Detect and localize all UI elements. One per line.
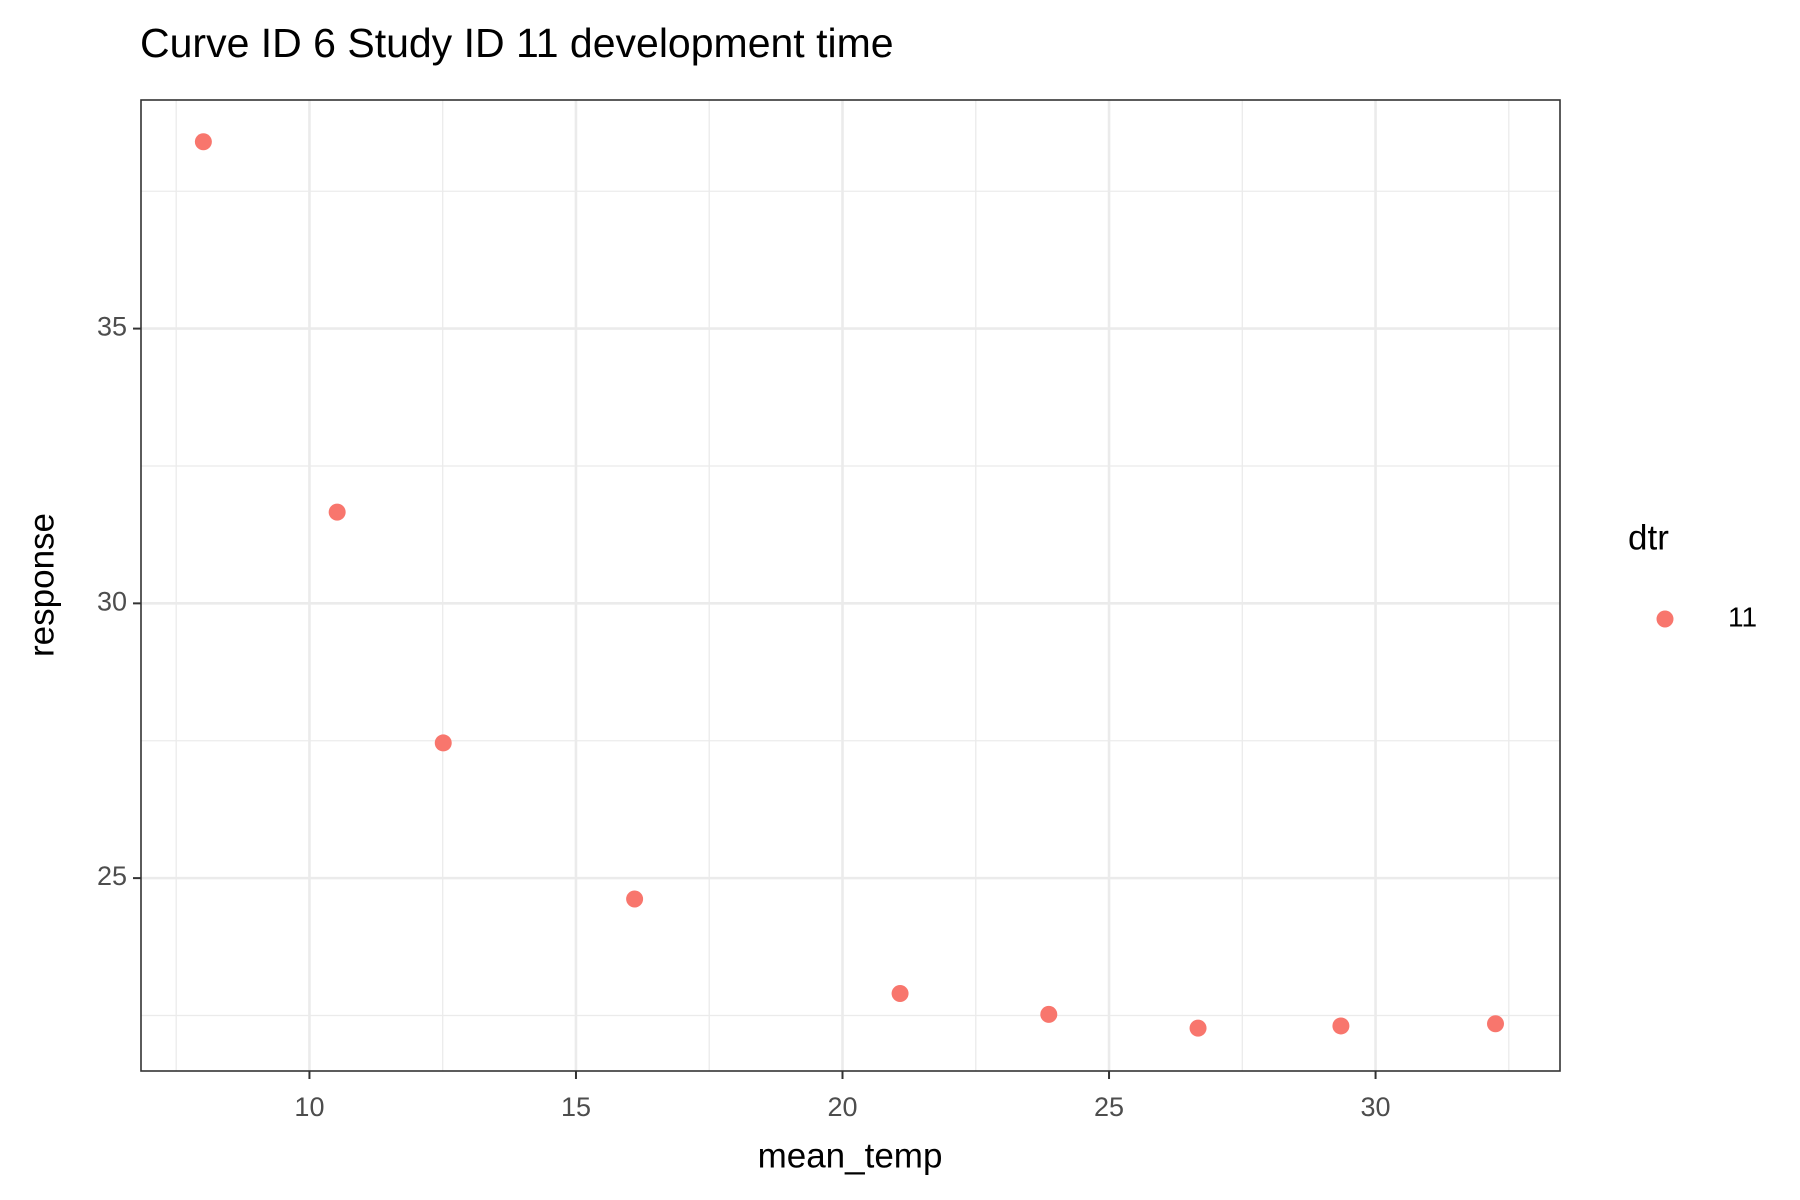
- point: [434, 734, 452, 752]
- point: [1189, 1019, 1207, 1037]
- legend-marker: [1656, 610, 1674, 628]
- panel-border: [140, 99, 1561, 1072]
- y-tick-label: 25: [97, 861, 127, 891]
- x-tick-label: 20: [827, 1092, 857, 1122]
- x-tick-label: 30: [1361, 1092, 1391, 1122]
- x-tick-label: 15: [561, 1092, 591, 1122]
- y-tick-label: 30: [97, 586, 127, 616]
- point: [891, 985, 909, 1003]
- legend-label: 11: [1728, 601, 1757, 632]
- point: [194, 133, 212, 151]
- chart-title: Curve ID 6 Study ID 11 development time: [140, 20, 894, 66]
- y-axis-title: response: [22, 513, 61, 657]
- point: [328, 503, 346, 521]
- point: [626, 890, 644, 908]
- point: [1487, 1015, 1504, 1033]
- x-tick-label: 25: [1094, 1092, 1124, 1122]
- point: [1040, 1005, 1058, 1023]
- legend-title: dtr: [1628, 518, 1669, 557]
- x-axis-title: mean_temp: [758, 1136, 943, 1175]
- point: [1332, 1017, 1350, 1035]
- x-tick-label: 10: [294, 1092, 324, 1122]
- y-tick-label: 35: [97, 312, 127, 342]
